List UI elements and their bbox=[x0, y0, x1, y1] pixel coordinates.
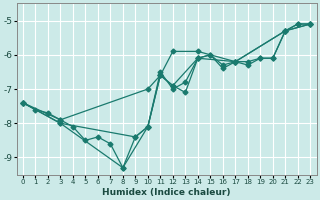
X-axis label: Humidex (Indice chaleur): Humidex (Indice chaleur) bbox=[102, 188, 231, 197]
